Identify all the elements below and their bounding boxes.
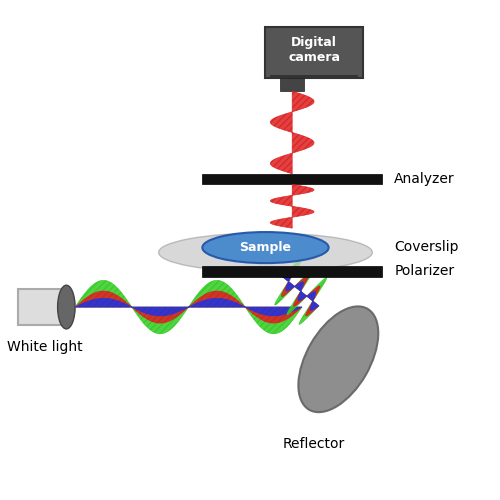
- Bar: [202, 266, 382, 276]
- Text: Reflector: Reflector: [283, 437, 345, 451]
- Ellipse shape: [58, 285, 75, 329]
- Polygon shape: [75, 291, 132, 307]
- Polygon shape: [246, 307, 302, 316]
- Text: Digital
camera: Digital camera: [288, 36, 340, 64]
- Ellipse shape: [298, 306, 378, 412]
- Polygon shape: [282, 258, 302, 281]
- Polygon shape: [282, 281, 294, 296]
- Polygon shape: [306, 292, 316, 301]
- Polygon shape: [189, 298, 246, 308]
- Polygon shape: [75, 280, 132, 307]
- Polygon shape: [294, 291, 306, 306]
- Ellipse shape: [158, 233, 372, 272]
- Text: Analyzer: Analyzer: [394, 172, 455, 186]
- Polygon shape: [270, 196, 293, 206]
- Polygon shape: [189, 291, 246, 308]
- FancyBboxPatch shape: [266, 26, 362, 78]
- Text: White light: White light: [6, 340, 82, 354]
- Polygon shape: [270, 217, 292, 228]
- Bar: [202, 174, 382, 184]
- Polygon shape: [294, 276, 308, 291]
- Polygon shape: [132, 307, 189, 316]
- Ellipse shape: [202, 232, 328, 263]
- Bar: [270, 75, 358, 79]
- Bar: [280, 78, 304, 91]
- Polygon shape: [275, 280, 294, 305]
- Polygon shape: [132, 306, 189, 334]
- Polygon shape: [310, 301, 319, 310]
- Polygon shape: [292, 206, 314, 217]
- Polygon shape: [306, 301, 319, 316]
- Polygon shape: [306, 278, 326, 301]
- Polygon shape: [292, 132, 314, 153]
- Polygon shape: [75, 298, 132, 307]
- Polygon shape: [132, 306, 189, 323]
- Polygon shape: [282, 272, 292, 281]
- Polygon shape: [306, 286, 320, 301]
- Polygon shape: [270, 153, 292, 174]
- Polygon shape: [294, 282, 304, 291]
- Polygon shape: [298, 291, 306, 300]
- Polygon shape: [246, 307, 302, 334]
- Polygon shape: [294, 268, 314, 291]
- Polygon shape: [287, 290, 306, 314]
- Text: Coverslip: Coverslip: [394, 240, 458, 254]
- Bar: [18, 289, 66, 326]
- Text: Polarizer: Polarizer: [394, 264, 454, 278]
- Text: Sample: Sample: [240, 241, 292, 254]
- Polygon shape: [246, 307, 302, 323]
- Polygon shape: [292, 91, 314, 112]
- Polygon shape: [286, 281, 294, 291]
- Polygon shape: [189, 280, 246, 308]
- Polygon shape: [270, 112, 293, 132]
- Polygon shape: [292, 184, 314, 196]
- Polygon shape: [299, 301, 319, 324]
- Polygon shape: [282, 266, 296, 281]
